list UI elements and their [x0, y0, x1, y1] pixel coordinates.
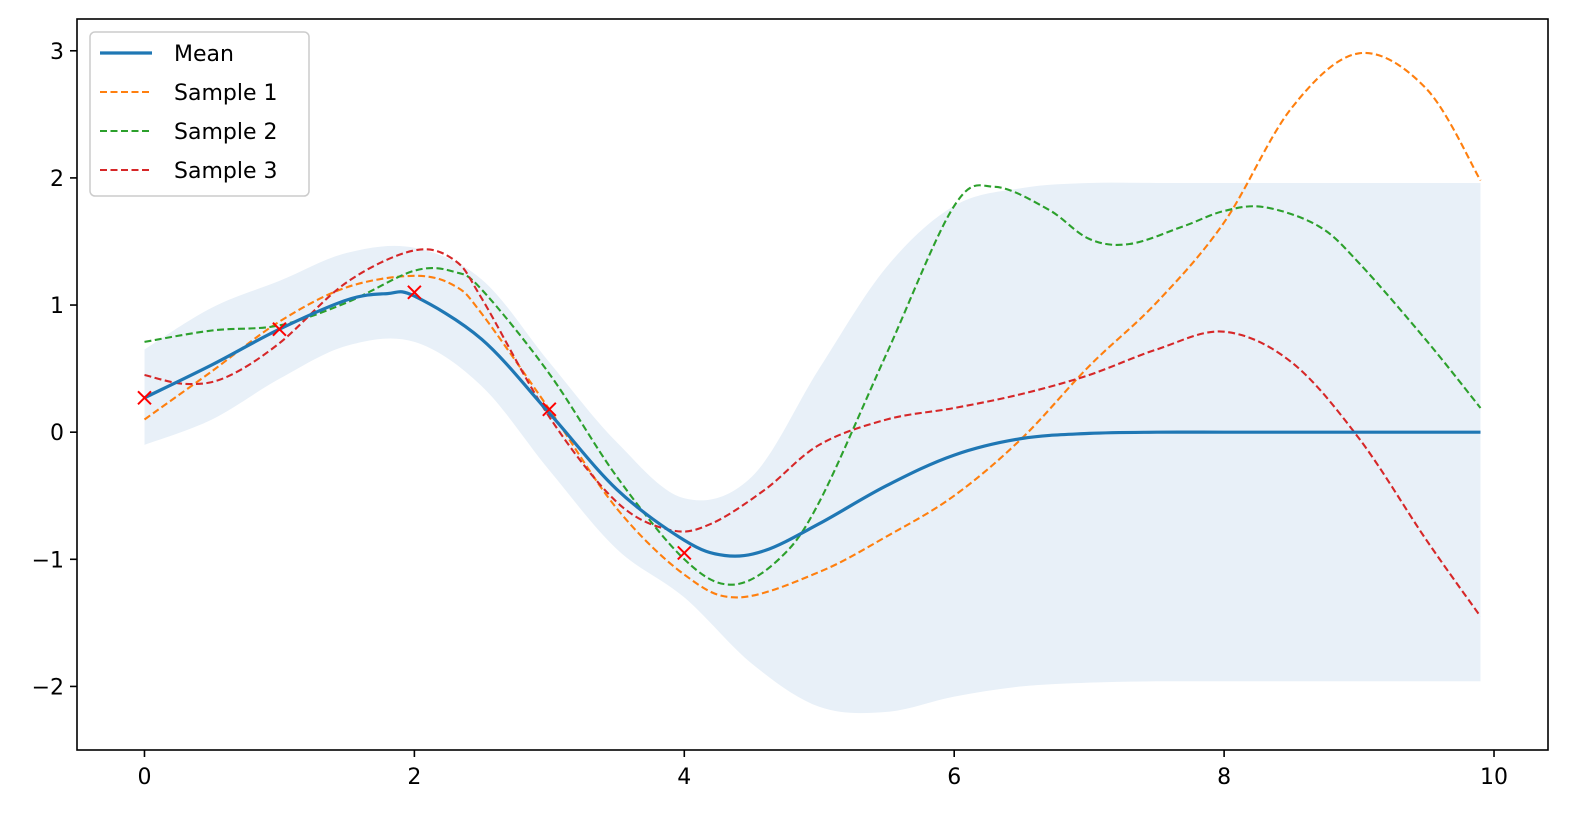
x-tick-label: 0 [137, 765, 151, 790]
series-line-mean [143, 290, 1481, 558]
legend-entry: Sample 3 [100, 159, 277, 184]
legend-label: Sample 3 [174, 159, 277, 184]
y-tick-label: 0 [50, 421, 64, 446]
observation-marker [407, 285, 422, 300]
legend-entry: Sample 1 [100, 81, 277, 106]
x-tick-label: 2 [407, 765, 421, 790]
plot-area [137, 51, 1482, 714]
legend-label: Sample 1 [174, 81, 277, 106]
series-line-sample-3 [144, 248, 1482, 618]
y-tick-label: −2 [32, 675, 64, 700]
legend: Mean Sample 1 Sample 2 Sample 3 [89, 31, 310, 197]
observation-marker [137, 390, 152, 406]
x-tick-label: 8 [1217, 765, 1231, 790]
confidence-band [144, 182, 1481, 714]
x-tick-label: 4 [677, 765, 691, 790]
observation-marker [542, 402, 557, 417]
y-tick-label: 3 [50, 40, 64, 65]
series-line-sample-2 [144, 184, 1482, 586]
legend-label: Mean [174, 42, 234, 67]
legend-entry: Sample 2 [100, 120, 277, 145]
legend-box [89, 31, 310, 197]
observation-marker [677, 545, 692, 561]
y-tick-label: −1 [32, 548, 64, 573]
y-tick-label: 1 [50, 294, 64, 319]
axes-frame [76, 18, 1549, 751]
legend-label: Sample 2 [174, 120, 277, 145]
series-line-sample-1 [143, 51, 1482, 599]
axes-ticks: 0 2 4 6 8 10 −2 −1 0 1 2 3 [32, 40, 1508, 790]
observation-marker [272, 321, 287, 337]
x-tick-label: 6 [947, 765, 961, 790]
y-tick-label: 2 [50, 167, 64, 192]
legend-entry: Mean [100, 42, 234, 67]
x-tick-label: 10 [1480, 765, 1508, 790]
